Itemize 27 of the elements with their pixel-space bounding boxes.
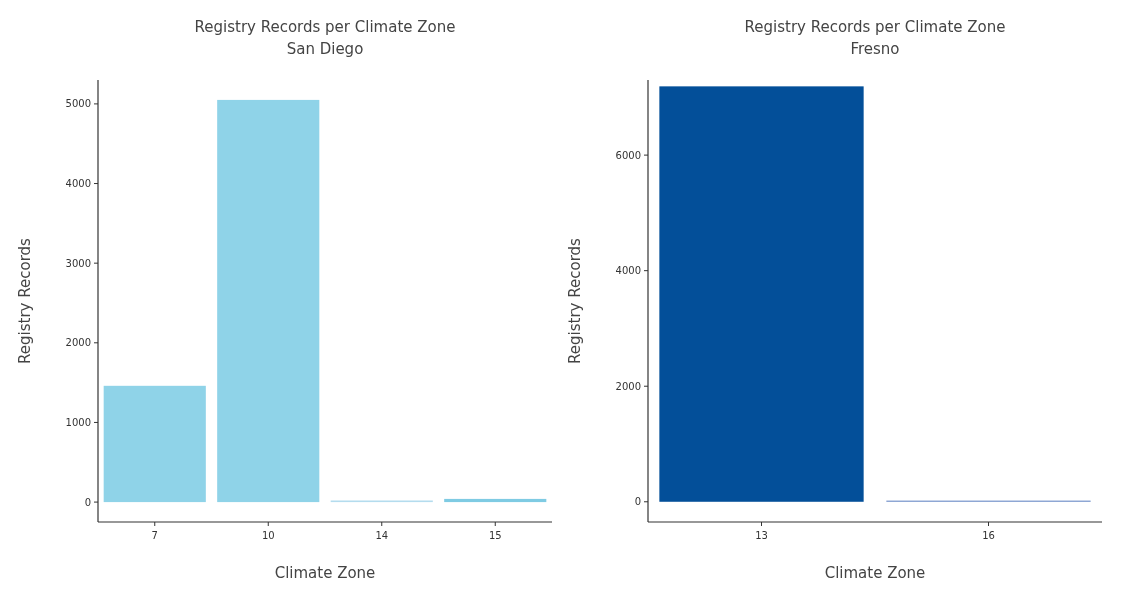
bar	[444, 498, 547, 503]
y-tick-label: 2000	[615, 380, 641, 392]
y-tick-label: 1000	[65, 416, 91, 428]
x-tick-label: 16	[982, 530, 995, 541]
x-axis-title: Climate Zone	[824, 564, 926, 582]
x-tick-label: 14	[375, 530, 389, 541]
x-tick-label: 13	[755, 530, 768, 541]
bar	[217, 99, 320, 503]
bar	[103, 385, 206, 503]
y-tick-label: 0	[634, 496, 641, 508]
chart-subtitle: Fresno	[850, 40, 900, 58]
y-tick-label: 4000	[615, 265, 641, 277]
chart-title: Registry Records per Climate Zone	[744, 18, 1006, 36]
y-tick-label: 4000	[65, 178, 91, 190]
y-tick-label: 3000	[65, 257, 91, 269]
x-tick-label: 7	[151, 530, 158, 541]
y-axis-title: Registry Records	[16, 237, 34, 364]
x-tick-label: 15	[488, 530, 502, 541]
x-tick-label: 10	[261, 530, 275, 541]
y-tick-label: 0	[84, 496, 91, 508]
chart-title: Registry Records per Climate Zone	[194, 18, 456, 36]
y-tick-label: 5000	[65, 98, 91, 110]
y-tick-label: 2000	[65, 337, 91, 349]
x-axis-title: Climate Zone	[274, 564, 376, 582]
y-tick-label: 6000	[615, 149, 641, 161]
y-axis-title: Registry Records	[566, 237, 584, 364]
chart-subtitle: San Diego	[286, 40, 364, 58]
